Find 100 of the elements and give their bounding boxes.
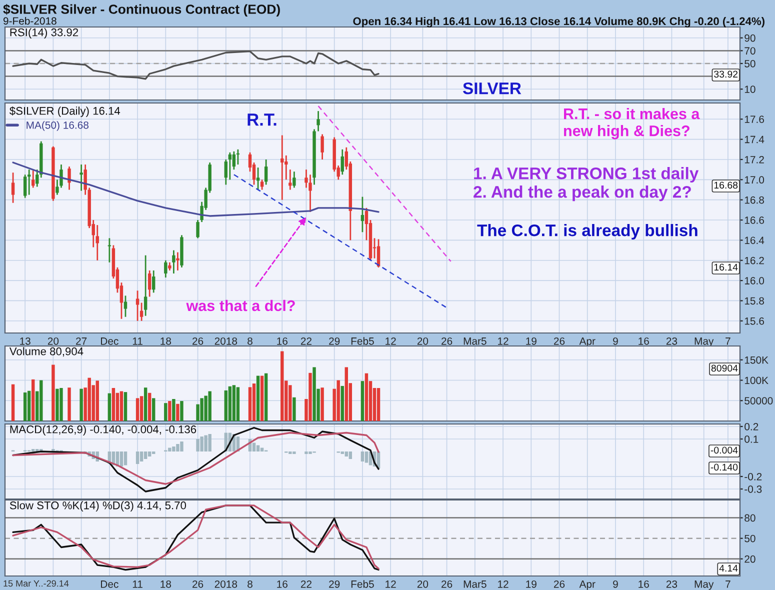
x-tick-label: 2018 (214, 337, 238, 345)
bar (248, 387, 252, 421)
candlestick (172, 250, 176, 274)
bar (200, 398, 204, 421)
y-tick-label: -0.2 (744, 473, 762, 480)
x-tick-label: 26 (554, 580, 565, 588)
x-tick-label: 26 (442, 337, 452, 345)
y-tick-label: 80 (744, 514, 756, 522)
y-tick-label: 150K (744, 356, 768, 364)
y-tick-label: 50000 (744, 397, 773, 404)
candlestick (280, 134, 284, 201)
x-tick-label: 26 (442, 580, 452, 588)
bar (136, 398, 140, 421)
x-tick-label: Dec (101, 338, 118, 345)
bar (344, 452, 348, 456)
bar (176, 404, 180, 421)
y-tick-label: 70 (744, 47, 756, 55)
bar (360, 452, 364, 462)
y-tick-label: 10 (744, 86, 756, 93)
candlestick (360, 196, 364, 233)
bar (348, 452, 352, 459)
candlestick (124, 294, 128, 318)
candlestick (316, 110, 320, 132)
bar (148, 452, 152, 456)
y-tick-label: 0.1 (744, 436, 758, 443)
x-tick-label: 26 (192, 337, 204, 345)
y-tick-label: 20 (744, 555, 756, 563)
bar (108, 393, 112, 421)
candlestick (340, 148, 344, 176)
candlestick (256, 166, 260, 190)
x-tick-label: 12 (386, 580, 396, 588)
chart-title: Volume 80,904 (9, 347, 84, 357)
x-tick-label: 29 (329, 580, 340, 588)
bar (23, 392, 27, 421)
bar (11, 384, 15, 421)
bar (164, 403, 168, 421)
annotation: was that a dcl? (186, 300, 295, 312)
bar (80, 388, 83, 421)
candlestick (264, 158, 268, 186)
bar (280, 351, 284, 421)
candlestick (308, 174, 312, 213)
x-tick-label: Apr (579, 580, 596, 590)
bar (376, 388, 380, 421)
bar (120, 391, 124, 421)
candlestick (260, 178, 264, 190)
text: 9-Feb-2018 (3, 17, 56, 25)
x-tick-label: 11 (132, 338, 142, 345)
candlestick (292, 170, 296, 188)
y-tick-label: 16.6 (744, 216, 764, 224)
bar (136, 452, 140, 464)
y-tick-label: 15.8 (744, 297, 764, 305)
bar (152, 398, 156, 421)
x-tick-label: 19 (526, 580, 536, 588)
y-tick-label: 100K (744, 376, 768, 384)
x-tick-label: Mar5 (464, 580, 486, 588)
y-tick-label: 50 (744, 60, 756, 68)
x-tick-label: 12 (498, 337, 508, 345)
y-tick-label: 16.2 (744, 256, 764, 264)
bar (140, 452, 144, 462)
annotation: -0.140 (710, 464, 738, 471)
candlestick (27, 168, 31, 196)
x-tick-label: 16 (277, 580, 288, 588)
x-tick-label: 7 (726, 338, 730, 345)
candlestick (80, 164, 83, 192)
chart-title: MACD(12,26,9) -0.140, -0.004, -0.136 (10, 425, 196, 436)
x-tick-label: 7 (726, 580, 730, 588)
bar (208, 434, 212, 452)
candlestick (32, 170, 35, 188)
x-tick-label: 27 (76, 337, 87, 345)
line-series (12, 50, 380, 80)
x-tick-label: 20 (417, 580, 428, 588)
x-tick-label: 16 (638, 580, 649, 588)
bar (256, 445, 260, 452)
bar (204, 435, 208, 452)
x-tick-label: 16 (277, 337, 288, 345)
bar (256, 376, 260, 421)
line-series (12, 426, 380, 492)
candlestick (23, 174, 27, 199)
bar (56, 388, 59, 421)
bar (96, 380, 99, 421)
candlestick (108, 237, 112, 264)
bar (228, 386, 232, 421)
bar (252, 442, 256, 452)
candlestick (320, 134, 324, 160)
bar (260, 376, 264, 421)
x-tick-label: Feb5 (351, 580, 374, 588)
candlestick (11, 172, 15, 204)
y-tick-label: 50 (744, 534, 756, 542)
bar (168, 401, 172, 421)
bar (68, 388, 71, 421)
bar (172, 446, 176, 452)
x-tick-label: 23 (666, 580, 678, 588)
candlestick (136, 290, 140, 322)
x-tick-label: 18 (160, 337, 171, 345)
x-tick-label: May (694, 338, 714, 347)
annotation: R.T. - so it makes a new high & Dies? (564, 108, 700, 140)
x-tick-label: Mar5 (464, 338, 486, 345)
bar (88, 378, 91, 421)
x-tick-label: Apr (579, 338, 596, 347)
x-tick-label: 8 (248, 580, 252, 588)
